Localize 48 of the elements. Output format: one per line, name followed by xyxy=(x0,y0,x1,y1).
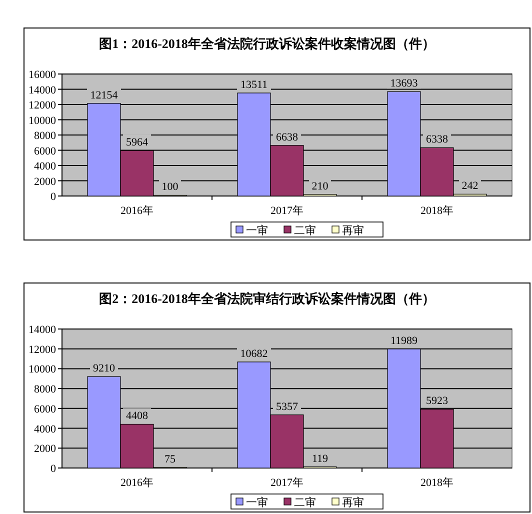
x-tick-label: 2016年 xyxy=(120,205,154,217)
data-label: 5923 xyxy=(426,395,448,408)
y-tick-label: 4000 xyxy=(34,160,56,172)
y-tick-label: 12000 xyxy=(28,100,56,112)
data-label: 210 xyxy=(312,180,329,192)
data-label: 10682 xyxy=(240,348,268,360)
y-tick-label: 14000 xyxy=(28,324,56,336)
y-tick-label: 16000 xyxy=(28,69,56,81)
y-tick-label: 14000 xyxy=(28,84,56,96)
legend-label: 再审 xyxy=(342,224,364,237)
y-tick-label: 2000 xyxy=(34,176,56,188)
y-tick-label: 4000 xyxy=(34,423,56,436)
x-tick-label: 2016年 xyxy=(120,477,154,489)
data-label: 5964 xyxy=(126,136,148,149)
x-tick-label: 2018年 xyxy=(420,205,454,217)
chart-title: 图2：2016-2018年全省法院审结行政诉讼案件情况图（件） xyxy=(99,291,435,306)
y-tick-label: 10000 xyxy=(28,114,56,127)
legend-label: 二审 xyxy=(294,496,316,509)
y-tick-label: 6000 xyxy=(34,145,56,158)
legend-label: 再审 xyxy=(342,496,364,509)
legend-label: 二审 xyxy=(294,224,316,237)
data-label: 6338 xyxy=(426,134,448,146)
y-tick-label: 0 xyxy=(50,463,56,475)
data-label: 75 xyxy=(164,453,176,466)
x-tick-label: 2018年 xyxy=(420,477,454,489)
x-tick-label: 2017年 xyxy=(270,477,304,489)
data-label: 13511 xyxy=(240,78,268,91)
data-label: 9210 xyxy=(93,362,116,375)
legend-label: 一审 xyxy=(246,224,268,237)
y-tick-label: 2000 xyxy=(34,443,56,456)
data-label: 100 xyxy=(162,181,179,194)
x-tick-label: 2017年 xyxy=(270,205,304,217)
data-label: 5357 xyxy=(276,400,298,413)
data-label: 11989 xyxy=(390,334,418,347)
data-label: 119 xyxy=(312,452,329,465)
data-label: 13693 xyxy=(390,78,418,90)
legend-label: 一审 xyxy=(246,496,268,509)
y-tick-label: 0 xyxy=(50,191,56,203)
data-label: 12154 xyxy=(90,89,118,102)
y-tick-label: 12000 xyxy=(28,344,56,356)
y-tick-label: 10000 xyxy=(28,364,56,376)
y-tick-label: 8000 xyxy=(34,130,56,142)
y-tick-label: 6000 xyxy=(34,403,56,416)
data-label: 4408 xyxy=(126,410,148,422)
data-label: 242 xyxy=(462,180,478,192)
data-label: 6638 xyxy=(276,131,298,144)
chart-title: 图1：2016-2018年全省法院行政诉讼案件收案情况图（件） xyxy=(99,36,435,51)
y-tick-label: 8000 xyxy=(34,384,56,396)
